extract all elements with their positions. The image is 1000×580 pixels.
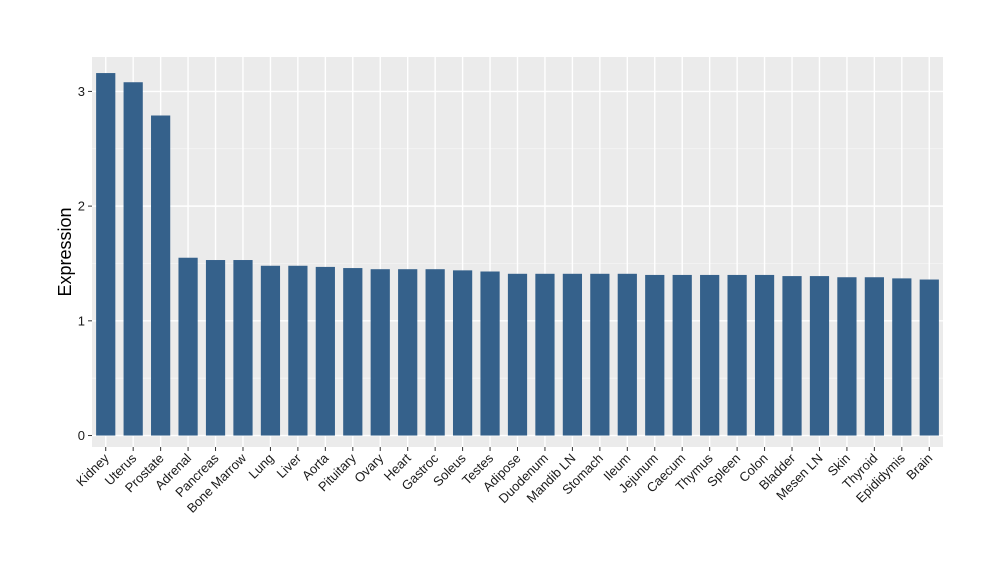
x-tick-label: Liver [273, 450, 304, 481]
bar [507, 273, 528, 436]
bar [260, 265, 281, 436]
x-axis: KidneyUterusProstateAdrenalPancreasBone … [73, 447, 935, 516]
bar [837, 277, 857, 436]
bar [864, 277, 884, 436]
bar [727, 274, 747, 436]
y-tick-label: 3 [78, 84, 85, 99]
bar [315, 266, 335, 436]
bar [892, 278, 912, 436]
x-tick-label: Lung [245, 451, 276, 482]
bar [96, 73, 116, 436]
bar [233, 260, 253, 436]
bar [700, 274, 720, 436]
bar [425, 269, 445, 436]
bar [590, 273, 610, 436]
bar [754, 274, 775, 436]
bar [919, 279, 939, 436]
bar [398, 269, 418, 436]
bar [480, 271, 500, 436]
bar [178, 257, 198, 436]
x-tick-label: Ovary [351, 450, 386, 485]
y-axis-title: Expression [55, 207, 75, 296]
y-tick-label: 1 [78, 313, 85, 328]
x-tick-label: Brain [903, 451, 935, 483]
bar [123, 82, 143, 436]
bar [452, 270, 473, 436]
bar [672, 274, 692, 436]
bar [617, 273, 637, 436]
bar [562, 273, 583, 436]
bar [535, 273, 555, 436]
y-tick-label: 0 [78, 428, 85, 443]
bar [782, 276, 802, 436]
bar [645, 274, 665, 436]
bar [205, 260, 226, 436]
bar [809, 276, 830, 436]
bar [151, 115, 171, 436]
bar [343, 268, 363, 436]
y-tick-label: 2 [78, 199, 85, 214]
bar [370, 269, 390, 436]
y-axis: 0 1 2 3 [78, 84, 92, 443]
bars [96, 73, 939, 436]
bar [288, 265, 308, 436]
